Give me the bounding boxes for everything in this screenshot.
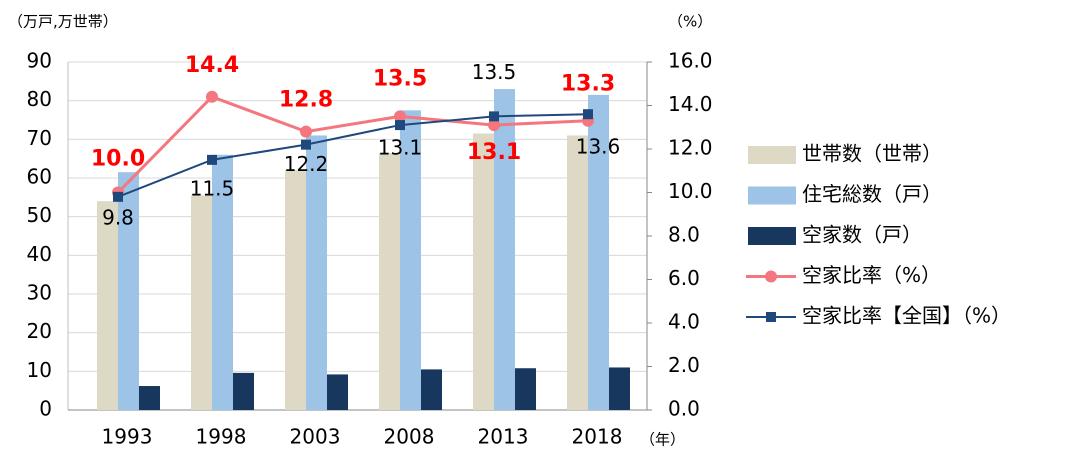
data-label: 13.5 <box>472 60 517 84</box>
bar <box>494 89 515 411</box>
marker <box>489 111 499 122</box>
data-label: 14.4 <box>185 53 239 78</box>
bar <box>306 135 327 410</box>
data-label: 9.8 <box>102 205 134 229</box>
legend-swatch <box>748 186 796 205</box>
bar <box>233 372 254 410</box>
y-tick-label: 10 <box>27 358 52 382</box>
bar <box>191 195 212 410</box>
legend-label: 世帯数（世帯） <box>802 142 942 166</box>
marker <box>207 154 217 165</box>
line <box>117 113 589 198</box>
legend-label: 空家数（戸） <box>802 223 922 247</box>
x-tick-label: 2008 <box>384 425 435 449</box>
legend-swatch <box>748 146 796 164</box>
y-tick-label: 50 <box>27 203 52 227</box>
bar <box>473 133 494 411</box>
data-label: 13.3 <box>561 72 615 97</box>
data-label: 10.0 <box>91 147 145 172</box>
bar <box>609 367 630 410</box>
data-label: 11.5 <box>190 176 235 200</box>
bar <box>567 135 588 410</box>
y2-tick-label: 4.0 <box>668 310 700 334</box>
y2-axis-label: （%） <box>668 13 712 31</box>
bar <box>515 368 536 410</box>
y2-tick-label: 0.0 <box>668 397 700 421</box>
bar <box>400 110 421 410</box>
marker <box>300 125 312 138</box>
bar <box>379 152 400 410</box>
y2-tick-label: 12.0 <box>668 136 713 160</box>
bar <box>118 172 139 410</box>
x-axis-label: （年） <box>640 431 685 449</box>
y-tick-label: 0 <box>39 397 52 421</box>
data-label: 13.6 <box>576 135 621 159</box>
bar <box>285 170 306 410</box>
y2-tick-label: 6.0 <box>668 266 700 290</box>
marker <box>583 109 593 120</box>
bar <box>588 94 609 410</box>
marker <box>301 139 311 150</box>
x-tick-label: 1993 <box>102 425 153 449</box>
legend-label: 住宅総数（戸） <box>802 182 942 206</box>
y2-tick-label: 8.0 <box>668 223 700 247</box>
marker <box>113 191 123 202</box>
y-tick-label: 40 <box>27 242 52 266</box>
legend-marker <box>765 270 777 283</box>
y2-tick-label: 14.0 <box>668 92 713 116</box>
data-label: 13.1 <box>467 140 521 165</box>
x-tick-label: 2003 <box>290 425 341 449</box>
y2-tick-label: 2.0 <box>668 353 700 377</box>
y-tick-label: 80 <box>27 87 52 111</box>
bar <box>327 374 348 410</box>
legend-marker <box>766 312 776 322</box>
y-tick-label: 20 <box>27 319 52 343</box>
marker <box>488 119 500 132</box>
x-tick-label: 2013 <box>478 425 529 449</box>
y-axis-label: （万戸,万世帯） <box>8 13 118 31</box>
marker <box>206 90 218 103</box>
legend-swatch <box>748 227 796 245</box>
line <box>116 95 589 194</box>
data-label: 12.8 <box>279 88 333 113</box>
y-tick-label: 70 <box>27 126 52 150</box>
legend-label: 空家比率（%） <box>802 263 941 287</box>
data-label: 13.5 <box>373 66 427 91</box>
bar <box>139 386 160 410</box>
y2-tick-label: 16.0 <box>668 49 713 73</box>
data-label: 13.1 <box>378 136 423 160</box>
x-tick-label: 1998 <box>196 425 247 449</box>
marker <box>394 110 406 123</box>
y-tick-label: 90 <box>27 49 52 73</box>
y-tick-label: 30 <box>27 281 52 305</box>
y-tick-label: 60 <box>27 165 52 189</box>
x-tick-label: 2018 <box>572 425 623 449</box>
y2-tick-label: 10.0 <box>668 179 713 203</box>
bar <box>97 201 118 410</box>
legend-label: 空家比率【全国】（%） <box>802 304 1011 328</box>
marker <box>395 120 405 131</box>
data-label: 12.2 <box>284 152 329 176</box>
bar <box>421 369 442 410</box>
bar <box>212 154 233 410</box>
